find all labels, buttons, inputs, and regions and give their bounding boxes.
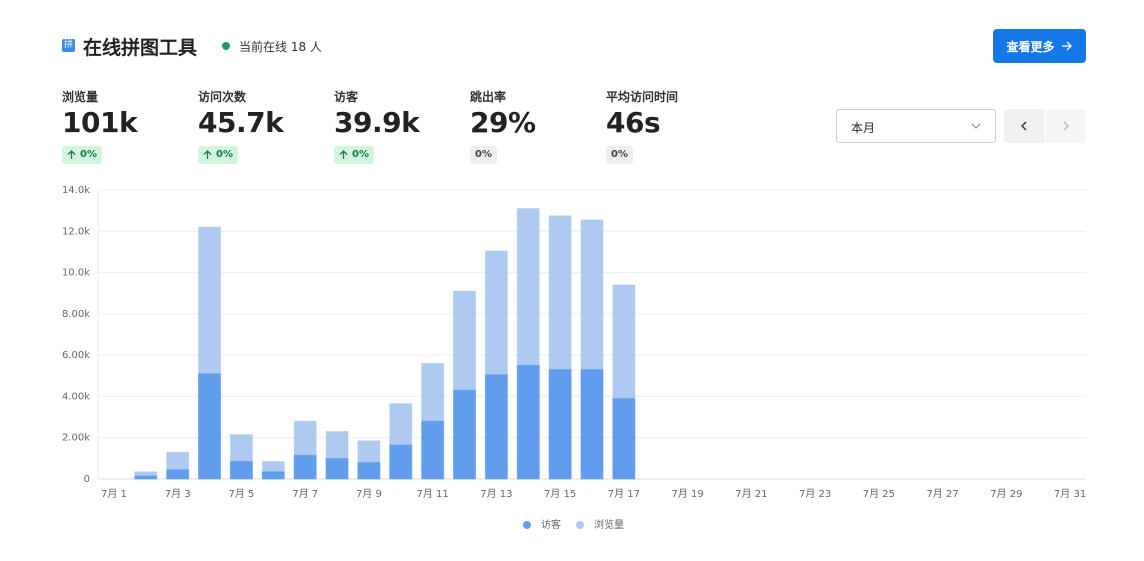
arrow-icon <box>1061 41 1072 51</box>
stat-value: 45.7k <box>198 106 284 139</box>
bar <box>261 471 285 480</box>
bar <box>134 475 158 480</box>
period-select[interactable]: 本月 <box>836 109 996 143</box>
app-icon: 拼 <box>62 39 75 52</box>
period-label: 本月 <box>851 121 876 135</box>
x-tick-label: 7月 3 <box>165 488 191 500</box>
bar <box>293 454 317 480</box>
online-count: 当前在线 18 人 <box>239 40 322 54</box>
stat-label: 访问次数 <box>198 90 247 104</box>
stat-label: 访客 <box>334 90 359 104</box>
up-arrow <box>339 150 348 159</box>
x-tick-label: 7月 27 <box>926 488 958 500</box>
button-label: 查看更多 <box>1006 39 1055 54</box>
change-value: 0% <box>475 149 492 160</box>
change-value: 0% <box>611 149 628 160</box>
legend-swatch <box>523 521 531 529</box>
x-tick-label: 7月 25 <box>863 488 895 500</box>
bar <box>612 397 636 480</box>
app-title: 在线拼图工具 <box>83 37 198 59</box>
bar <box>453 389 477 480</box>
legend-label: 访客 <box>541 518 561 531</box>
x-tick-label: 7月 15 <box>544 488 576 500</box>
bar <box>198 373 222 480</box>
x-tick-label: 7月 19 <box>671 488 703 500</box>
chevron-left <box>1021 121 1027 131</box>
x-tick-label: 7月 11 <box>417 488 449 500</box>
legend-label: 浏览量 <box>594 518 624 531</box>
bar <box>421 420 445 480</box>
stat-label: 平均访问时间 <box>606 90 679 104</box>
stat-value: 46s <box>606 106 661 139</box>
stat-change: 0% <box>198 146 238 164</box>
bar <box>516 364 540 480</box>
up-arrow <box>203 150 212 159</box>
y-tick-label: 10.0k <box>62 268 90 279</box>
chevron-down <box>971 123 981 129</box>
bar <box>389 444 413 480</box>
stat-change: 0% <box>62 146 102 164</box>
y-tick-label: 4.00k <box>62 391 90 402</box>
stat-value: 101k <box>62 106 138 139</box>
stat-value: 39.9k <box>334 106 420 139</box>
y-tick-label: 8.00k <box>62 309 90 320</box>
next-button[interactable] <box>1045 109 1086 143</box>
y-tick-label: 12.0k <box>62 226 90 237</box>
x-tick-label: 7月 31 <box>1054 488 1086 500</box>
legend-swatch <box>576 521 584 529</box>
x-tick-label: 7月 1 <box>101 488 127 500</box>
x-tick-label: 7月 17 <box>608 488 640 500</box>
bar <box>229 460 253 480</box>
bar <box>325 457 349 480</box>
stat-label: 浏览量 <box>62 90 99 104</box>
view-more-button[interactable]: 查看更多 <box>993 29 1086 63</box>
stat-change: 0% <box>334 146 374 164</box>
bar <box>357 461 381 480</box>
x-tick-label: 7月 21 <box>735 488 767 500</box>
stat-change: 0% <box>470 146 497 164</box>
stat-change: 0% <box>606 146 633 164</box>
x-tick-label: 7月 5 <box>228 488 254 500</box>
bar <box>580 369 604 480</box>
bar <box>166 469 190 480</box>
y-tick-label: 0 <box>84 474 90 485</box>
change-value: 0% <box>352 149 369 160</box>
x-tick-label: 7月 13 <box>480 488 512 500</box>
change-value: 0% <box>216 149 233 160</box>
x-tick-label: 7月 7 <box>292 488 318 500</box>
change-value: 0% <box>80 149 97 160</box>
x-tick-label: 7月 9 <box>356 488 382 500</box>
prev-button[interactable] <box>1004 109 1044 143</box>
stat-label: 跳出率 <box>470 90 507 104</box>
bar <box>548 369 572 480</box>
y-tick-label: 14.0k <box>62 185 90 196</box>
x-tick-label: 7月 23 <box>799 488 831 500</box>
y-tick-label: 6.00k <box>62 350 90 361</box>
bar <box>484 374 508 480</box>
y-tick-label: 2.00k <box>62 433 90 444</box>
x-tick-label: 7月 29 <box>990 488 1022 500</box>
online-dot <box>222 42 230 50</box>
chevron-right <box>1063 121 1069 131</box>
stat-value: 29% <box>470 106 536 139</box>
up-arrow <box>67 150 76 159</box>
